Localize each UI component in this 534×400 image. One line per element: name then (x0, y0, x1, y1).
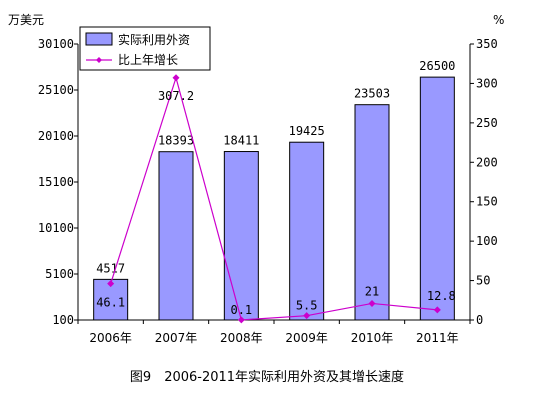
y-right-tick-label: 350 (476, 37, 498, 51)
category-label: 2009年 (285, 331, 328, 345)
y-right-tick-labels: 350 300 250 200 150 100 50 0 (476, 37, 498, 327)
y-left-unit: 万美元 (8, 13, 44, 27)
growth-value-label: 0.1 (230, 303, 252, 317)
legend-line-marker (96, 57, 102, 63)
growth-value-label: 5.5 (296, 299, 318, 313)
bar-value-label: 18393 (158, 134, 194, 148)
axis-tick-marks (74, 43, 474, 324)
y-right-tick-label: 0 (476, 313, 483, 327)
growth-line (110, 75, 438, 321)
growth-point (368, 299, 376, 307)
bar (223, 151, 259, 321)
legend-bar-swatch (85, 32, 113, 46)
legend-bar-label: 实际利用外资 (118, 32, 190, 47)
growth-point (237, 316, 245, 324)
bar (419, 76, 455, 321)
legend: 实际利用外资 比上年增长 (79, 26, 211, 71)
bar (158, 151, 194, 321)
legend-line-label: 比上年增长 (118, 53, 178, 67)
category-label: 2006年 (89, 331, 132, 345)
y-left-tick-label: 100 (52, 313, 74, 327)
bar-value-label: 4517 (96, 261, 125, 275)
line-series (107, 74, 441, 324)
y-right-tick-label: 150 (476, 195, 498, 209)
growth-point (172, 74, 180, 82)
bar (354, 104, 390, 321)
y-right-tick-label: 200 (476, 155, 498, 169)
growth-value-label: 21 (365, 284, 379, 298)
category-label: 2007年 (155, 331, 198, 345)
bar-value-label: 23503 (354, 87, 390, 101)
bar-value-label: 18411 (223, 134, 259, 148)
y-left-tick-label: 20100 (38, 129, 74, 143)
bar-series (93, 76, 455, 321)
line-data-labels: 46.1 307.2 0.1 5.5 21 12.8 (96, 89, 456, 317)
growth-value-label: 307.2 (158, 89, 194, 103)
y-left-tick-label: 10100 (38, 221, 74, 235)
growth-point (303, 312, 311, 320)
y-left-tick-labels: 30100 25100 20100 15100 10100 5100 100 (38, 37, 74, 327)
bar-value-label: 19425 (289, 124, 325, 138)
y-right-tick-label: 250 (476, 116, 498, 130)
y-right-tick-label: 300 (476, 76, 498, 90)
growth-value-label: 12.8 (427, 289, 456, 303)
category-label: 2010年 (351, 331, 394, 345)
y-left-tick-label: 15100 (38, 175, 74, 189)
category-label: 2011年 (416, 331, 459, 345)
category-label: 2008年 (220, 331, 263, 345)
y-left-tick-label: 5100 (45, 267, 74, 281)
y-right-tick-label: 100 (476, 234, 498, 248)
bar-value-label: 26500 (419, 59, 455, 73)
y-left-tick-label: 25100 (38, 83, 74, 97)
growth-point (433, 306, 441, 314)
chart-caption: 图9 2006-2011年实际利用外资及其增长速度 (130, 369, 404, 385)
y-left-tick-label: 30100 (38, 37, 74, 51)
category-labels: 2006年 2007年 2008年 2009年 2010年 2011年 (89, 331, 458, 345)
y-right-tick-label: 50 (476, 274, 490, 288)
bar (289, 141, 325, 321)
bar-data-labels: 4517 18393 18411 19425 23503 26500 (96, 59, 455, 275)
growth-point (107, 280, 115, 288)
y-right-unit: % (493, 13, 504, 27)
growth-value-label: 46.1 (96, 296, 125, 310)
